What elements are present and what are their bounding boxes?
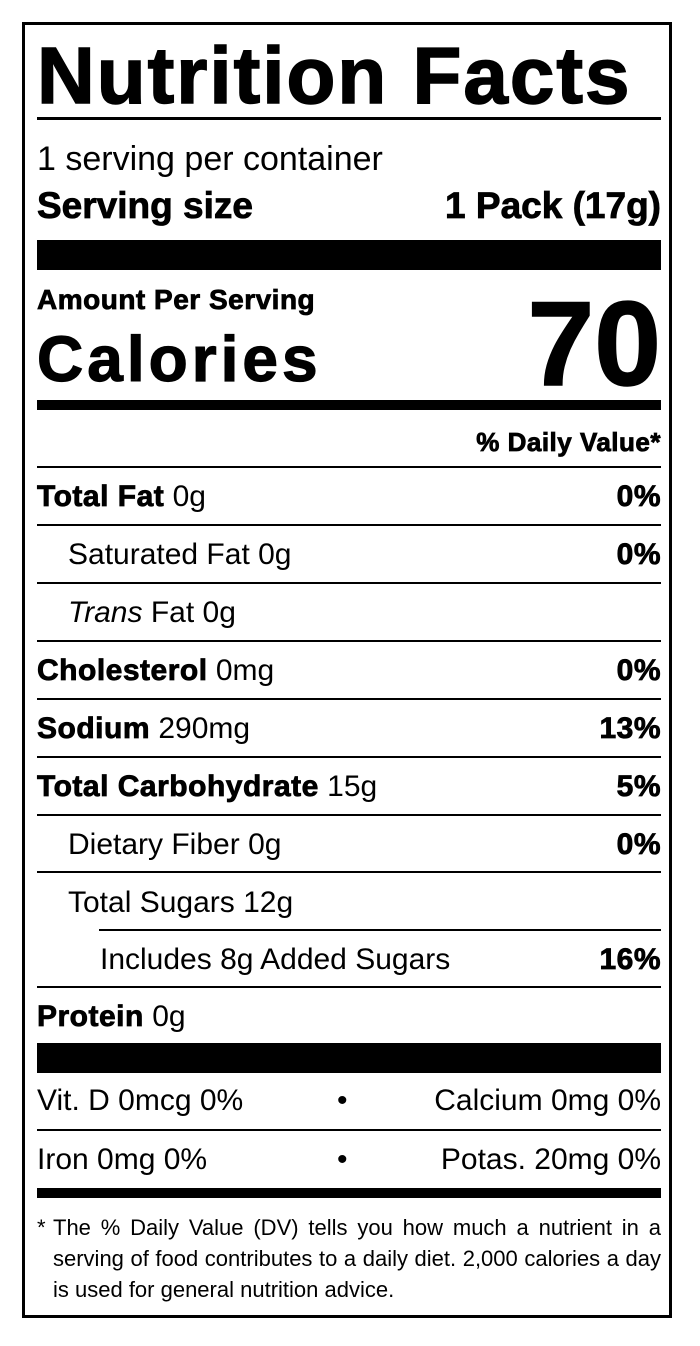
nutrient-row: Total Carbohydrate 15g 5% [37,758,661,816]
vitamin-row: Iron 0mg 0% • Potas. 20mg 0% [37,1131,661,1188]
nutrient-amount: 290mg [158,712,251,745]
nutrient-name: Sodium [37,712,150,746]
nutrient-row: Cholesterol 0mg 0% [37,642,661,700]
nutrient-amount: 0g [248,827,282,861]
vitamin: Potas. 20mg 0% [440,1142,661,1176]
nutrient-row: Total Sugars 12g [37,873,661,931]
nutrient-row: Protein 0g [37,988,661,1043]
vitamin: Iron 0mg 0% [37,1142,208,1176]
separator: • [337,1084,348,1117]
nutrient-name: Total Fat [37,480,165,514]
nutrient-name-italic: Trans [68,596,143,629]
nutrient-name: Protein [37,999,144,1033]
nutrient-amount: 0mg [215,654,275,687]
nutrient-dv: 13% [599,712,661,746]
thick-rule [37,240,661,270]
nutrient-dv: 0% [616,480,661,514]
medium-rule [37,1188,661,1198]
nutrient-dv: 5% [616,770,661,804]
nutrient-dv: 0% [616,827,661,861]
footnote-mark: * [37,1215,46,1240]
nutrient-amount: 0g [258,538,292,571]
thick-rule [37,1043,661,1073]
nutrient-row: Saturated Fat 0g 0% [37,526,661,584]
nutrient-row: Total Fat 0g 0% [37,468,661,526]
separator: • [337,1142,348,1176]
servings: 1 serving per container [37,140,383,178]
calories-row: Calories 70 [36,283,661,405]
rule [37,117,661,120]
nutrient-row: Sodium 290mg 13% [37,700,661,758]
vitamin: Calcium 0mg 0% [434,1084,661,1117]
nutrient-name: Dietary Fiber [68,827,240,861]
nutrient-amount: 0g [202,596,236,629]
calories-label: Calories [36,323,322,395]
nutrient-dv: 16% [599,942,661,976]
nutrient-amount: 0g [172,480,206,513]
footnote: * The % Daily Value (DV) tells you how m… [37,1212,661,1305]
nutrient-amount: 0g [152,999,186,1033]
medium-rule [37,400,661,410]
serving-size-label: Serving size [37,185,254,227]
nutrient-row: Includes 8g Added Sugars 16% [37,931,661,988]
nutrient-name: Includes 8g Added Sugars [100,942,451,976]
nutrient-row: Trans Fat 0g [37,584,661,642]
nutrient-row: Dietary Fiber 0g 0% [37,816,661,873]
nutrient-name: Fat [150,596,195,629]
vitamin: Vit. D 0mcg 0% [37,1084,244,1117]
serving-size-value: 1 Pack (17g) [445,185,662,227]
calories-value: 70 [527,277,662,411]
nutrient-amount: 15g [327,770,378,803]
vitamin-row: Vit. D 0mcg 0% • Calcium 0mg 0% [37,1073,661,1131]
nutrient-amount: 12g [243,886,294,919]
nutrient-dv: 0% [616,654,661,688]
title: Nutrition Facts [36,30,632,121]
nutrient-dv: 0% [616,538,661,572]
nutrient-name: Cholesterol [37,654,208,688]
footnote-text: The % Daily Value (DV) tells you how muc… [53,1215,661,1302]
nutrition-label [22,22,672,1318]
serving-size: Serving size 1 Pack (17g) [37,183,662,229]
amount-per-serving: Amount Per Serving [37,284,316,316]
nutrient-name: Total Sugars [68,886,235,919]
daily-value-header: % Daily Value* [37,410,661,468]
nutrient-name: Saturated Fat [68,538,250,571]
nutrient-name: Total Carbohydrate [37,770,319,804]
